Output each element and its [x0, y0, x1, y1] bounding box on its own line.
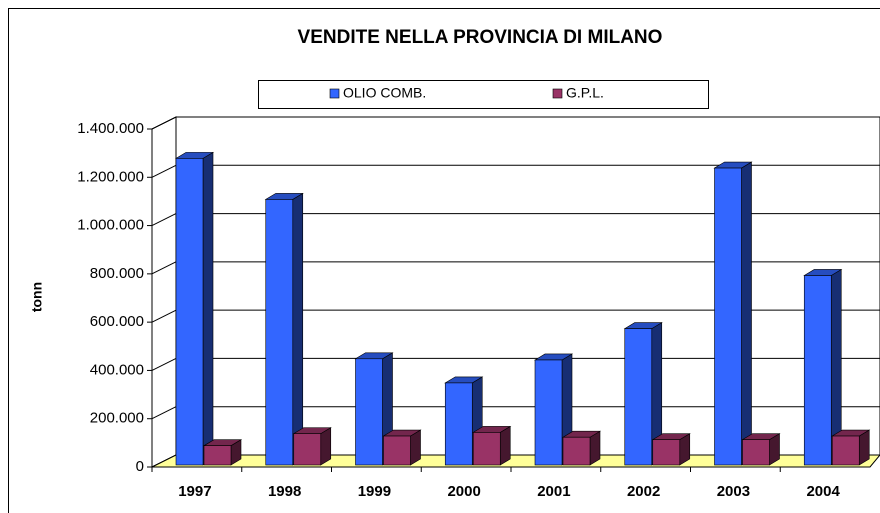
- legend-swatch: [329, 88, 340, 99]
- x-tick-label: 2003: [717, 483, 750, 500]
- y-tick-label: 0: [136, 458, 144, 475]
- bar: [803, 275, 832, 466]
- bar-side: [202, 151, 214, 466]
- grid-line: [151, 116, 177, 130]
- y-axis-label: tonn: [29, 282, 45, 312]
- legend-label: OLIO COMB.: [343, 85, 426, 101]
- bar: [831, 435, 860, 466]
- y-tick-label: 400.000: [90, 361, 144, 378]
- x-tick-label: 2001: [537, 483, 570, 500]
- y-tick-label: 1.200.000: [77, 168, 144, 185]
- bar: [624, 328, 653, 466]
- y-tick-label: 1.400.000: [77, 120, 144, 137]
- bar: [472, 432, 501, 466]
- side-wall: [151, 116, 177, 468]
- grid-line: [151, 164, 177, 178]
- x-tick-label: 2002: [627, 483, 660, 500]
- bar: [714, 167, 742, 466]
- legend: [258, 80, 709, 109]
- bar: [534, 359, 563, 466]
- legend-swatch: [552, 88, 563, 99]
- grid-line: [151, 406, 177, 420]
- x-tick-label: 1999: [358, 483, 391, 500]
- bar: [383, 435, 411, 466]
- legend-label: G.P.L.: [566, 85, 604, 101]
- bar: [293, 433, 322, 466]
- bar: [203, 445, 232, 466]
- y-tick-label: 1.000.000: [77, 217, 144, 234]
- bar: [355, 358, 383, 466]
- bar: [175, 158, 204, 466]
- x-tick-label: 2004: [806, 483, 840, 500]
- grid-line: [151, 309, 177, 323]
- bar-side: [292, 192, 304, 466]
- y-tick-label: 200.000: [90, 410, 144, 427]
- bar-side: [741, 161, 752, 466]
- bar: [562, 436, 591, 466]
- y-tick-label: 600.000: [90, 313, 144, 330]
- bar: [652, 439, 681, 466]
- bar-side: [499, 425, 511, 466]
- bar: [444, 382, 473, 466]
- y-tick-label: 800.000: [90, 265, 144, 282]
- bar: [265, 199, 294, 466]
- x-tick-label: 1998: [268, 483, 301, 500]
- grid-line: [151, 261, 177, 275]
- chart-title: VENDITE NELLA PROVINCIA DI MILANO: [298, 27, 663, 48]
- grid-line: [151, 357, 177, 371]
- grid-line: [151, 213, 177, 227]
- x-tick-label: 1997: [178, 483, 211, 500]
- x-tick-label: 2000: [447, 483, 480, 500]
- bar: [742, 439, 770, 466]
- bar-side: [320, 427, 332, 466]
